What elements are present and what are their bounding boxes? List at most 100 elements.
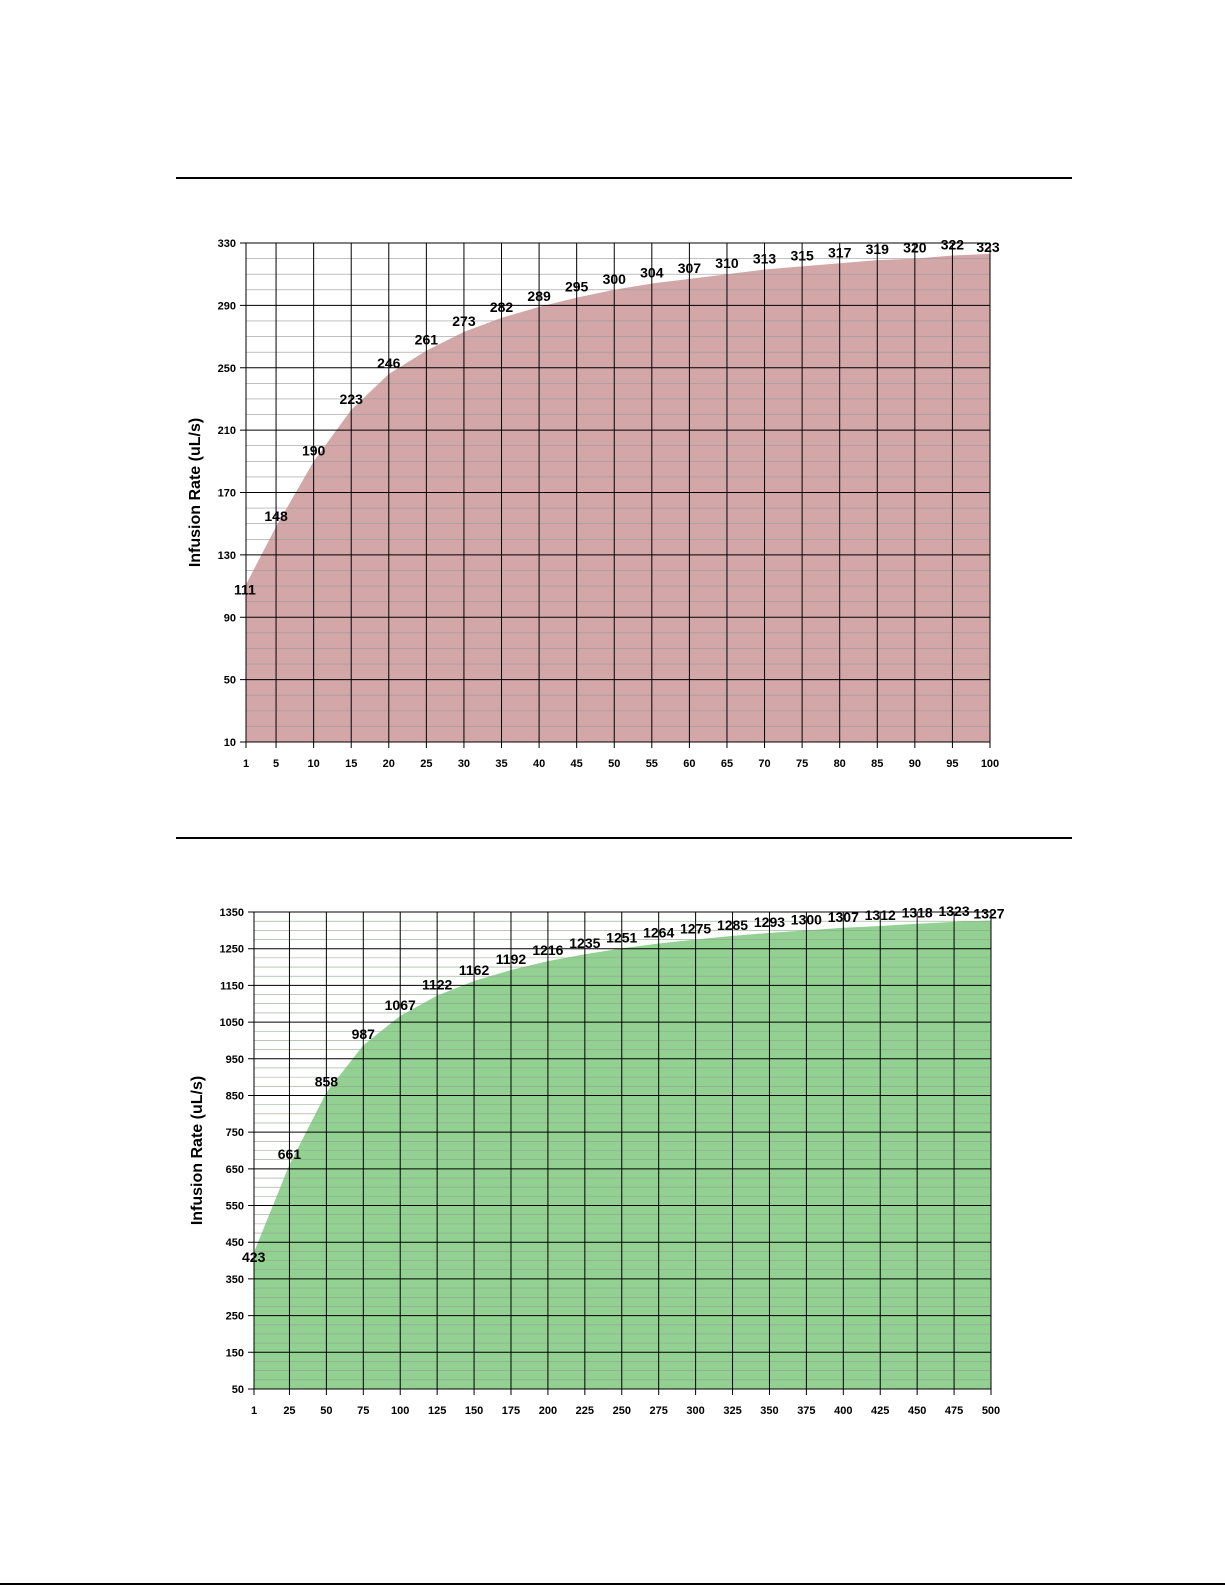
x-tick-label: 1 [243, 758, 249, 770]
x-tick-label: 75 [796, 758, 808, 770]
data-label: 1293 [754, 914, 785, 930]
data-label: 1251 [606, 929, 637, 945]
data-label: 423 [242, 1249, 266, 1265]
x-tick-label: 85 [871, 758, 883, 770]
data-label: 315 [790, 247, 814, 263]
x-tick-label: 250 [613, 1405, 631, 1417]
data-label: 858 [315, 1074, 339, 1090]
x-tick-label: 45 [571, 758, 583, 770]
x-tick-label: 55 [646, 758, 658, 770]
x-tick-label: 225 [576, 1405, 594, 1417]
y-tick-label: 50 [224, 675, 236, 687]
y-tick-label: 170 [218, 488, 236, 500]
data-label: 1067 [385, 997, 416, 1013]
area-fill-series [246, 253, 990, 742]
x-tick-label: 20 [383, 758, 395, 770]
y-tick-label: 950 [226, 1054, 244, 1066]
y-tick-label: 1350 [220, 907, 244, 919]
y-tick-label: 90 [224, 612, 236, 624]
data-label: 273 [452, 313, 476, 329]
y-tick-label: 1250 [220, 944, 244, 956]
data-label: 1216 [532, 942, 563, 958]
y-tick-label: 330 [218, 238, 236, 250]
x-tick-label: 95 [946, 758, 958, 770]
data-label: 313 [753, 251, 777, 267]
data-label: 1275 [680, 921, 711, 937]
y-tick-label: 250 [226, 1311, 244, 1323]
data-label: 987 [352, 1026, 376, 1042]
x-tick-label: 50 [608, 758, 620, 770]
data-label: 319 [866, 241, 890, 257]
x-tick-label: 175 [502, 1405, 520, 1417]
data-label: 1192 [496, 951, 527, 967]
data-label: 310 [715, 255, 739, 271]
data-label: 223 [340, 391, 364, 407]
y-tick-label: 150 [226, 1347, 244, 1359]
data-label: 1318 [902, 905, 933, 921]
data-label: 300 [603, 271, 627, 287]
y-tick-label: 10 [224, 737, 236, 749]
data-label: 295 [565, 279, 589, 295]
y-tick-label: 350 [226, 1274, 244, 1286]
data-label: 246 [377, 355, 401, 371]
data-label: 111 [234, 582, 256, 598]
data-label: 1122 [422, 977, 453, 993]
data-label: 1307 [828, 909, 859, 925]
y-tick-label: 250 [218, 363, 236, 375]
x-tick-label: 1 [251, 1405, 257, 1417]
data-label: 307 [678, 260, 702, 276]
x-tick-label: 60 [683, 758, 695, 770]
data-label: 1312 [865, 907, 896, 923]
x-tick-label: 15 [345, 758, 357, 770]
y-tick-label: 290 [218, 300, 236, 312]
x-tick-label: 450 [908, 1405, 926, 1417]
x-tick-label: 30 [458, 758, 470, 770]
data-label: 1264 [643, 925, 674, 941]
x-tick-label: 375 [797, 1405, 815, 1417]
x-tick-label: 10 [308, 758, 320, 770]
x-tick-label: 100 [391, 1405, 409, 1417]
x-tick-label: 150 [465, 1405, 483, 1417]
top-rule [176, 177, 1072, 179]
x-tick-label: 350 [760, 1405, 778, 1417]
data-label: 1162 [459, 962, 490, 978]
x-tick-label: 70 [758, 758, 770, 770]
y-tick-label: 1050 [220, 1017, 244, 1029]
data-label: 322 [941, 236, 965, 252]
middle-rule [176, 837, 1072, 839]
y-axis-title: Infusion Rate (uL/s) [189, 1076, 206, 1225]
x-tick-label: 65 [721, 758, 733, 770]
data-label: 190 [302, 442, 326, 458]
y-tick-label: 650 [226, 1164, 244, 1176]
y-tick-label: 850 [226, 1090, 244, 1102]
data-label: 1327 [973, 905, 1004, 921]
y-axis-title: Infusion Rate (uL/s) [187, 418, 204, 567]
x-tick-label: 5 [273, 758, 279, 770]
data-label: 317 [828, 244, 852, 260]
data-label: 1323 [938, 903, 969, 919]
data-label: 148 [264, 508, 288, 524]
data-label: 323 [976, 239, 1000, 255]
x-tick-label: 200 [539, 1405, 557, 1417]
y-tick-label: 1150 [220, 980, 244, 992]
data-label: 1300 [791, 911, 822, 927]
bottom-rule [0, 1583, 1225, 1585]
x-tick-label: 35 [495, 758, 507, 770]
y-tick-label: 550 [226, 1201, 244, 1213]
data-label: 661 [278, 1146, 302, 1162]
data-label: 320 [903, 240, 927, 256]
x-tick-label: 50 [320, 1405, 332, 1417]
x-tick-label: 275 [650, 1405, 668, 1417]
y-tick-label: 210 [218, 425, 236, 437]
x-tick-label: 25 [283, 1405, 295, 1417]
data-label: 304 [640, 265, 664, 281]
y-tick-label: 130 [218, 550, 236, 562]
data-label: 282 [490, 299, 514, 315]
x-tick-label: 100 [981, 758, 999, 770]
x-tick-label: 425 [871, 1405, 889, 1417]
data-label: 1235 [569, 935, 600, 951]
x-tick-label: 400 [834, 1405, 852, 1417]
x-tick-label: 90 [909, 758, 921, 770]
x-tick-label: 40 [533, 758, 545, 770]
